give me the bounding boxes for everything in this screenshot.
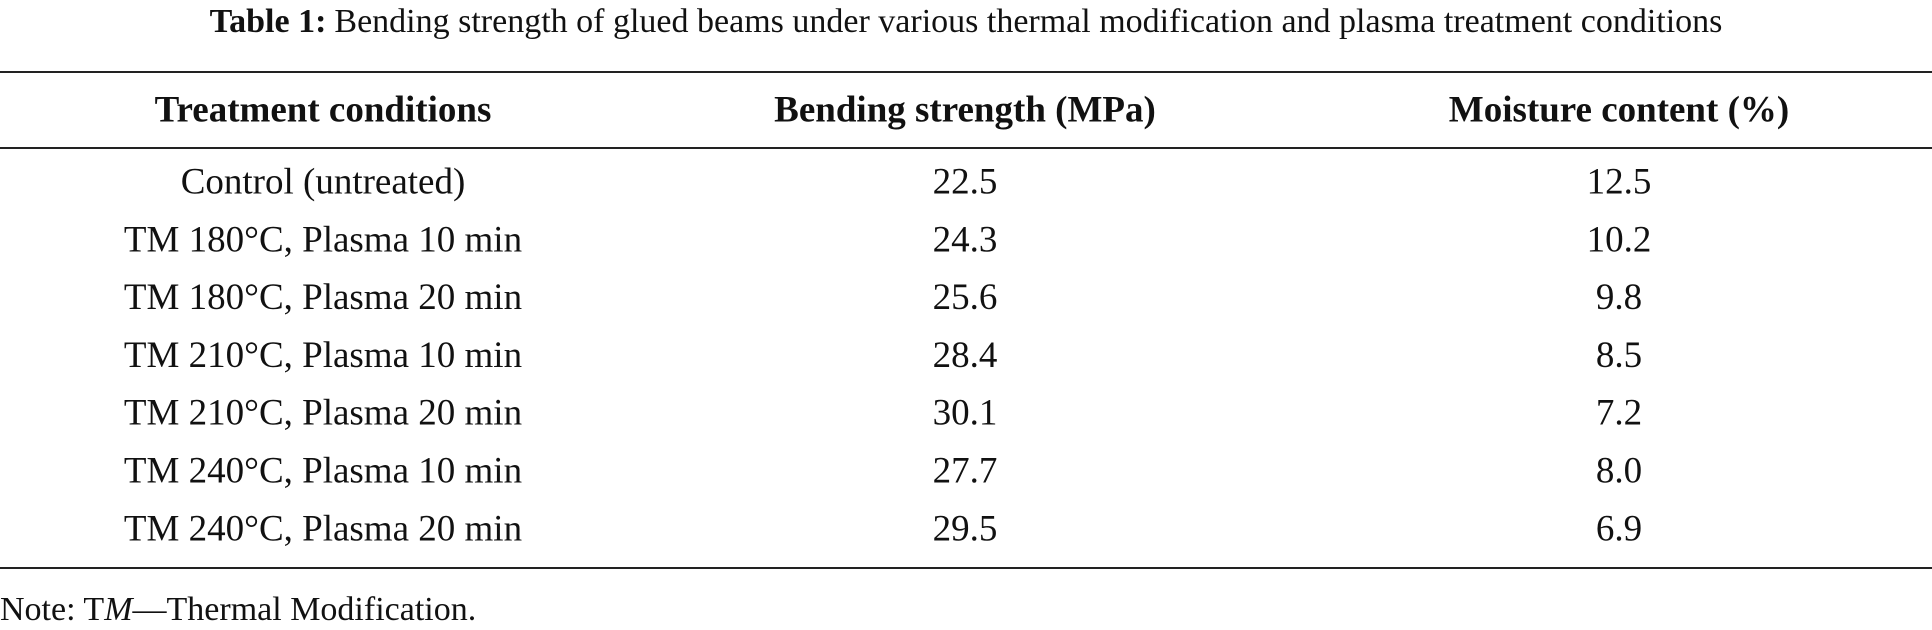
table-cell: 7.2 xyxy=(1596,393,1642,434)
table-cell: 8.0 xyxy=(1596,450,1642,491)
table-cell: TM 210°C, Plasma 20 min xyxy=(124,393,522,434)
note: Note: TM—Thermal Modification. xyxy=(0,591,476,628)
table-cell: 29.5 xyxy=(933,508,998,549)
table-cell: 10.2 xyxy=(1587,219,1652,260)
table-cell: TM 240°C, Plasma 20 min xyxy=(124,508,522,549)
table-cell: TM 180°C, Plasma 10 min xyxy=(124,219,522,260)
table-cell: 8.5 xyxy=(1596,335,1642,376)
header-cell: Moisture content (%) xyxy=(1449,89,1789,130)
table-cell: 24.3 xyxy=(933,219,998,260)
table-cell: TM 210°C, Plasma 10 min xyxy=(124,335,522,376)
table-cell: TM 240°C, Plasma 10 min xyxy=(124,450,522,491)
table-cell: 6.9 xyxy=(1596,508,1642,549)
table-cell: TM 180°C, Plasma 20 min xyxy=(124,277,522,318)
table-cell: 9.8 xyxy=(1596,277,1642,318)
header-cell: Bending strength (MPa) xyxy=(774,89,1156,130)
table-cell: 30.1 xyxy=(933,393,998,434)
caption: Table 1: Bending strength of glued beams … xyxy=(210,3,1723,40)
note-prefix: Note: T xyxy=(0,591,104,628)
caption-label: Table 1: xyxy=(210,3,327,40)
table-cell: 22.5 xyxy=(933,161,998,202)
note-italic: M xyxy=(103,591,134,628)
note-text: —Thermal Modification. xyxy=(132,591,477,628)
table-cell: 27.7 xyxy=(933,450,998,491)
caption-text: Bending strength of glued beams under va… xyxy=(334,3,1722,40)
table-cell: 28.4 xyxy=(933,335,998,376)
header-cell: Treatment conditions xyxy=(155,89,492,130)
table-cell: 25.6 xyxy=(933,277,998,318)
table-cell: Control (untreated) xyxy=(181,161,466,202)
table-cell: 12.5 xyxy=(1587,161,1652,202)
